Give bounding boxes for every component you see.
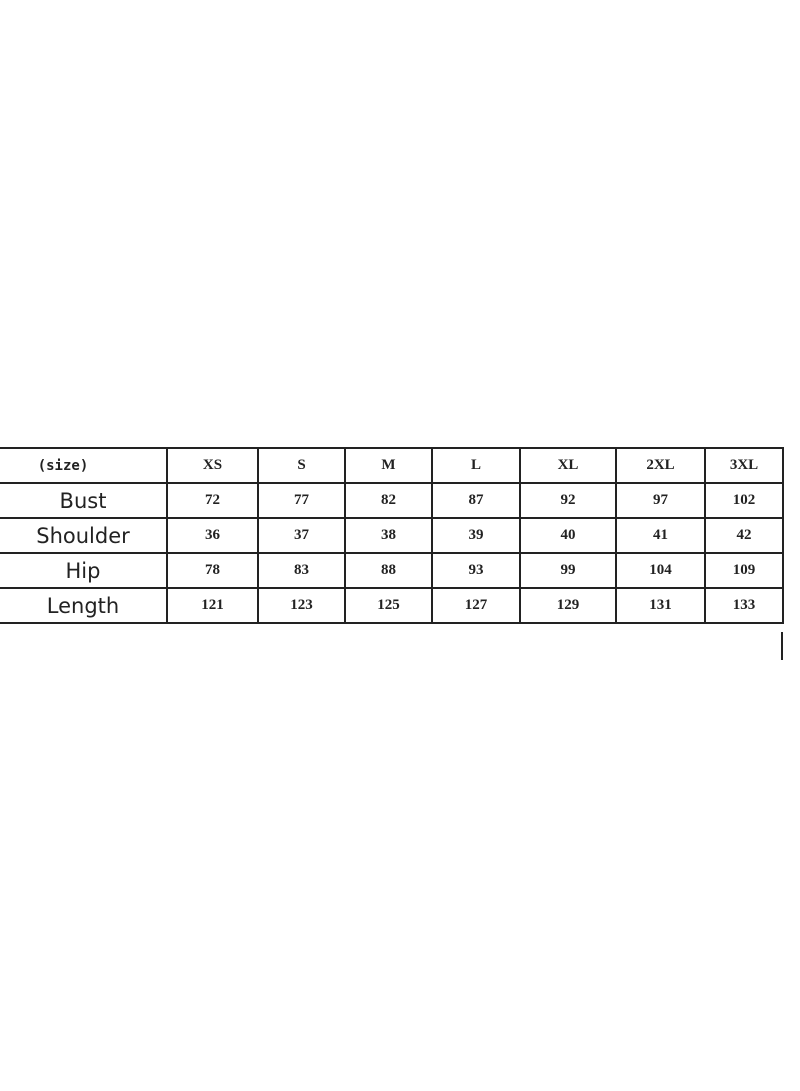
measurement-cell: 83 [257,552,346,589]
size-header: XL [519,447,617,484]
measurement-cell: 37 [257,517,346,554]
measurement-cell: 88 [344,552,433,589]
header-label: (size) [0,447,168,484]
measurement-cell: 125 [344,587,433,624]
measurement-cell: 42 [704,517,784,554]
measurement-cell: 93 [431,552,521,589]
measurement-cell: 102 [704,482,784,519]
header-row: (size) XS S M L XL 2XL 3XL [0,447,784,484]
measurement-cell: 127 [431,587,521,624]
size-chart-table: (size) XS S M L XL 2XL 3XL Bust 72 77 82 87 92 97 102 Sh… [0,447,784,624]
row-label: Bust [0,482,168,519]
table-row: Bust 72 77 82 87 92 97 102 [0,482,784,519]
size-header: 3XL [704,447,784,484]
size-header: S [257,447,346,484]
measurement-cell: 109 [704,552,784,589]
measurement-cell: 39 [431,517,521,554]
table-row: Hip 78 83 88 93 99 104 109 [0,552,784,589]
measurement-cell: 77 [257,482,346,519]
size-header: M [344,447,433,484]
table-row: Shoulder 36 37 38 39 40 41 42 [0,517,784,554]
measurement-cell: 123 [257,587,346,624]
measurement-cell: 131 [615,587,706,624]
row-label: Hip [0,552,168,589]
measurement-cell: 87 [431,482,521,519]
measurement-cell: 133 [704,587,784,624]
size-header: XS [166,447,259,484]
measurement-cell: 104 [615,552,706,589]
measurement-cell: 36 [166,517,259,554]
measurement-cell: 121 [166,587,259,624]
measurement-cell: 92 [519,482,617,519]
row-label: Length [0,587,168,624]
measurement-cell: 41 [615,517,706,554]
measurement-cell: 40 [519,517,617,554]
measurement-cell: 38 [344,517,433,554]
measurement-cell: 99 [519,552,617,589]
measurement-cell: 78 [166,552,259,589]
table-border-line [781,632,783,660]
measurement-cell: 129 [519,587,617,624]
row-label: Shoulder [0,517,168,554]
size-header: L [431,447,521,484]
measurement-cell: 97 [615,482,706,519]
measurement-cell: 72 [166,482,259,519]
size-header: 2XL [615,447,706,484]
table-row: Length 121 123 125 127 129 131 133 [0,587,784,624]
measurement-cell: 82 [344,482,433,519]
